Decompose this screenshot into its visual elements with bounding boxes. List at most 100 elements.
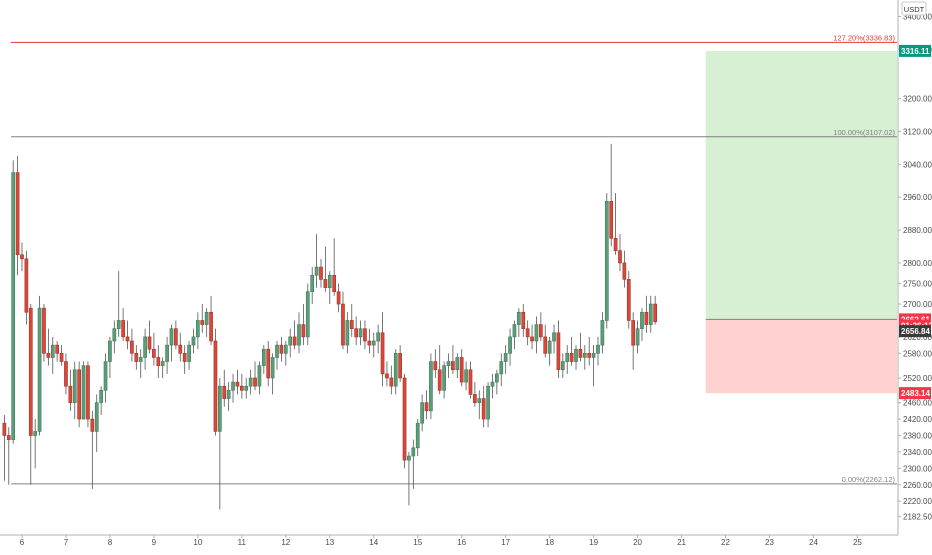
candle — [64, 353, 68, 395]
candle — [631, 312, 636, 370]
candle — [613, 193, 618, 255]
candle-series — [2, 143, 658, 510]
candle-body — [604, 201, 609, 321]
candle-body — [178, 344, 183, 354]
time-axis[interactable]: 6 7 8 9 10 11 12 13 14 15 16 17 18 19 20 21 22 23 24 25 — [0, 534, 898, 547]
candle-body — [631, 320, 636, 346]
candle-body — [81, 365, 86, 420]
candle-body — [363, 328, 367, 342]
candle-body — [125, 336, 130, 342]
candle — [244, 377, 249, 399]
candle-body — [380, 332, 385, 375]
candle-body — [429, 361, 433, 412]
profit-zone[interactable] — [705, 50, 897, 320]
time-tick-label: 22 — [721, 538, 730, 547]
candle — [33, 419, 38, 469]
candle-body — [165, 344, 169, 362]
candle-body — [191, 336, 196, 346]
candle — [138, 349, 143, 378]
candle — [569, 336, 574, 366]
candle — [28, 304, 33, 485]
candle — [380, 312, 385, 387]
candle — [407, 451, 411, 506]
price-tag: 2656.84 — [899, 325, 931, 338]
candle — [644, 295, 649, 333]
candle — [275, 341, 279, 370]
candle — [81, 361, 86, 420]
candle-body — [200, 320, 205, 325]
candle-body — [358, 328, 363, 338]
candle-body — [283, 344, 288, 354]
candle-body — [323, 279, 328, 288]
candle-body — [130, 340, 134, 354]
candle-body — [275, 344, 279, 358]
candle-body — [371, 340, 376, 346]
candle — [327, 271, 332, 305]
candle — [534, 316, 539, 354]
time-tick-label: 17 — [501, 538, 510, 547]
candle-body — [451, 361, 455, 371]
candle-body — [560, 361, 565, 371]
candle — [94, 394, 99, 452]
candle — [358, 320, 363, 346]
candle — [218, 377, 222, 510]
candle — [582, 345, 587, 370]
candle — [543, 324, 548, 358]
time-tick-label: 9 — [152, 538, 157, 547]
candle — [508, 328, 512, 366]
candle — [530, 324, 534, 350]
price-tick-label: 3200.00 — [903, 95, 932, 104]
candle — [521, 304, 526, 337]
currency-badge-group[interactable]: USDT — [901, 1, 927, 16]
candle — [376, 324, 380, 354]
candle — [319, 258, 323, 288]
candle — [196, 312, 200, 350]
candle — [336, 283, 341, 313]
candle-body — [600, 320, 605, 346]
candle — [283, 341, 288, 366]
fib-level-label: 0.00%(2262.12) — [842, 475, 896, 484]
price-axis[interactable]: 3400.003320.003200.003120.003040.002960.… — [897, 0, 932, 550]
candle-body — [512, 324, 517, 338]
candle-body — [411, 447, 416, 457]
price-axis-bg[interactable] — [898, 0, 932, 550]
stop-zone[interactable] — [705, 319, 897, 394]
candle — [402, 373, 407, 469]
price-tag-label: 2656.84 — [901, 327, 930, 336]
candle — [363, 320, 367, 350]
price-tick-label: 2300.00 — [903, 464, 932, 473]
candle-body — [349, 320, 354, 329]
candle-body — [112, 328, 117, 342]
candle-body — [288, 336, 293, 346]
candle — [635, 320, 640, 354]
candle-body — [459, 357, 464, 383]
fib-level-label: 127.20%(3336.83) — [833, 33, 895, 42]
time-tick-label: 15 — [413, 538, 422, 547]
candle-body — [68, 385, 73, 403]
candle-body — [72, 369, 77, 403]
currency-badge-box[interactable] — [901, 1, 927, 16]
candle-body — [24, 258, 29, 313]
fibonacci-retracement[interactable]: 127.20%(3336.83) 100.00%(3107.02) 0.00%(22… — [10, 33, 897, 485]
candle-body — [20, 254, 24, 260]
candle — [191, 328, 196, 354]
price-tick-label: 2880.00 — [903, 226, 932, 235]
candle — [415, 419, 420, 457]
candle-body — [521, 311, 526, 329]
candle — [6, 427, 11, 485]
candle — [239, 373, 244, 399]
candle — [169, 324, 174, 362]
time-tick-label: 8 — [108, 538, 113, 547]
candle — [108, 336, 112, 378]
candle-body — [635, 328, 640, 346]
candle-body — [530, 336, 534, 342]
candle — [130, 328, 134, 362]
price-tick-label: 2620.00 — [903, 333, 932, 342]
position-tool[interactable] — [705, 50, 897, 394]
candle-body — [301, 324, 306, 338]
candle-body — [556, 332, 561, 371]
candle — [345, 312, 350, 354]
candle — [574, 345, 578, 370]
time-tick-label: 19 — [589, 538, 598, 547]
